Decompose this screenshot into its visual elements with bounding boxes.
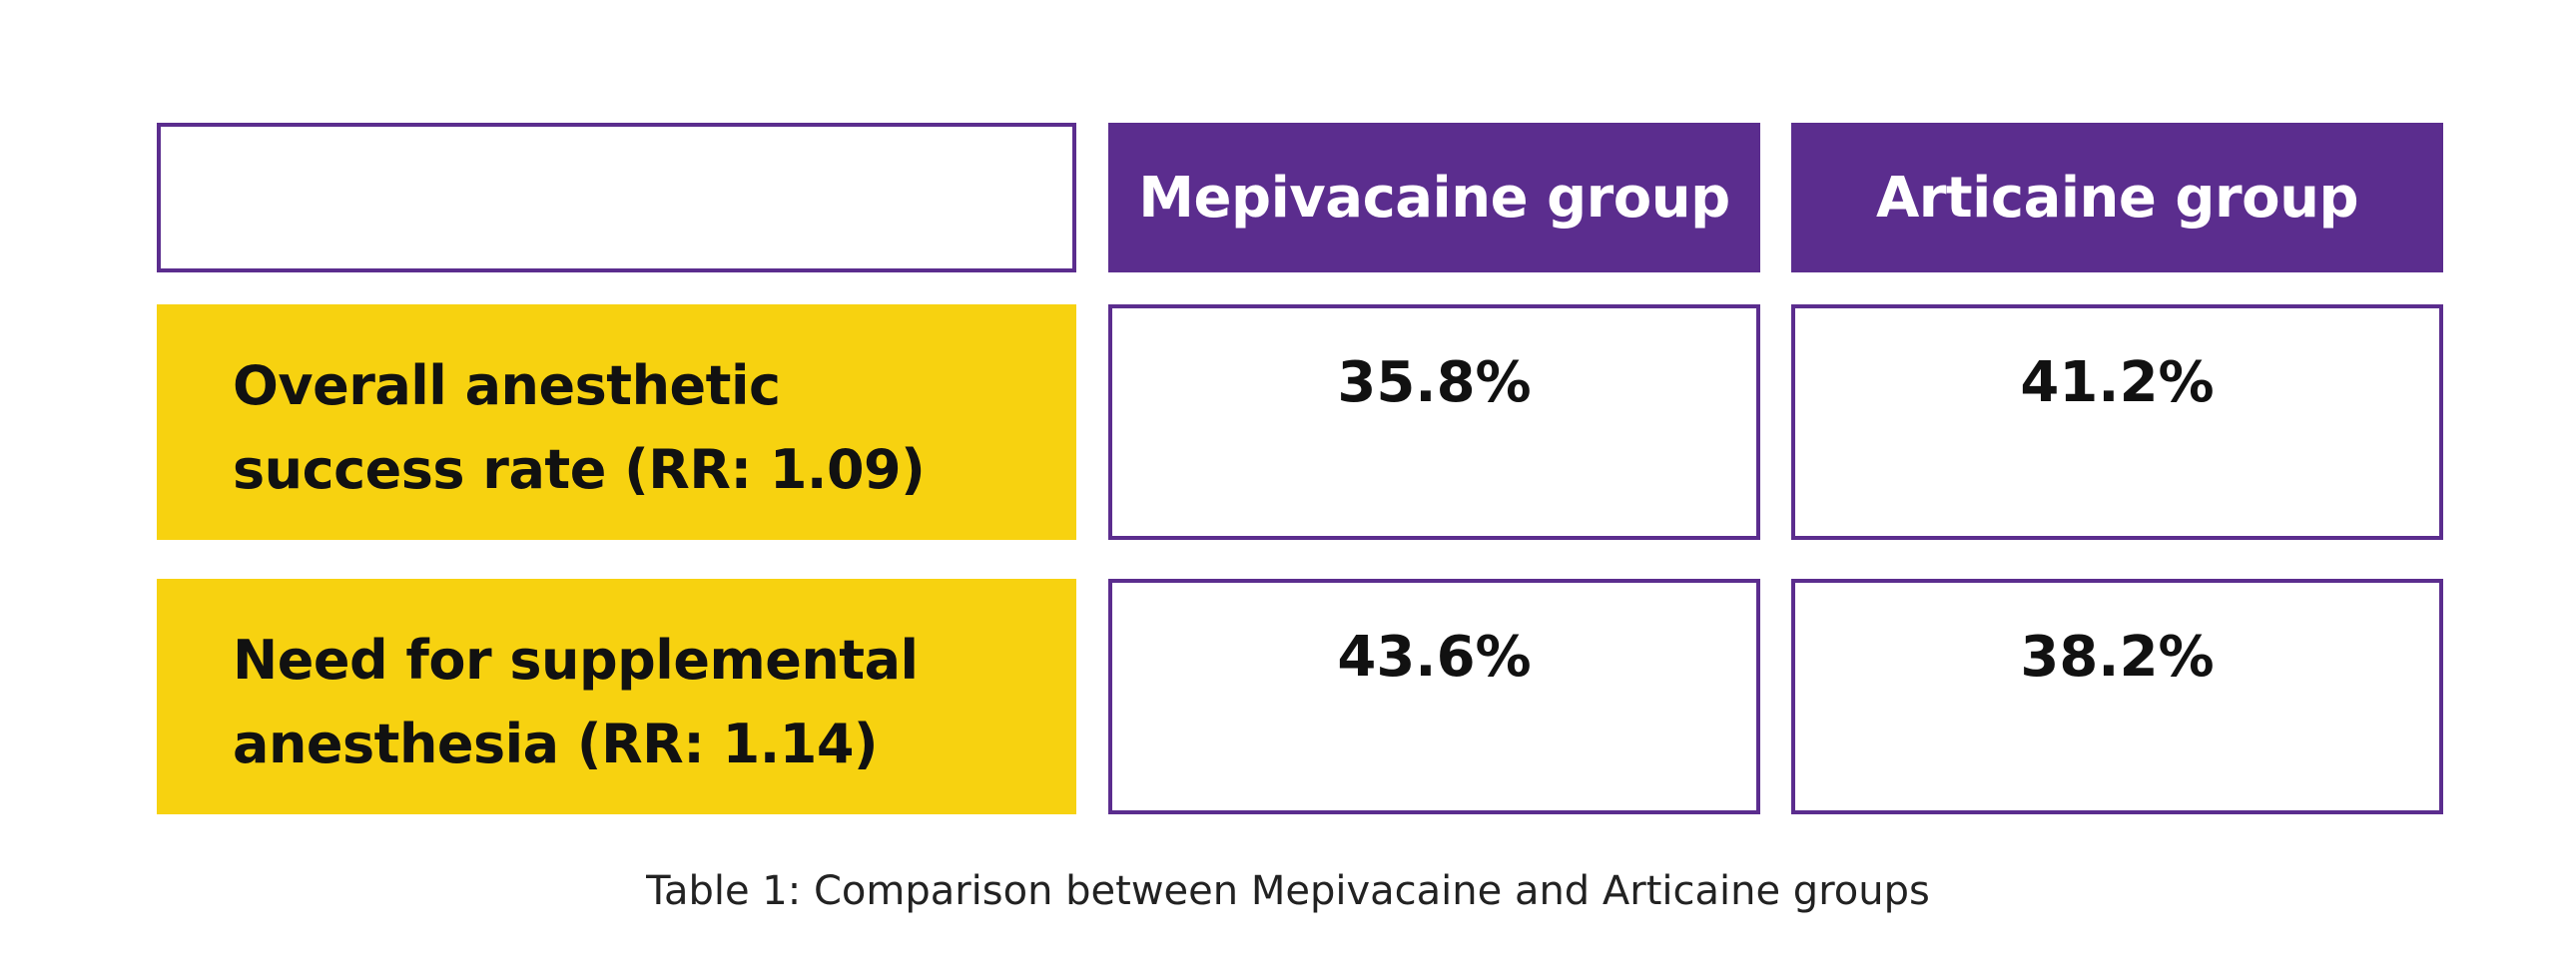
cell-value: 41.2%	[2020, 350, 2215, 415]
cell-value: 38.2%	[2020, 625, 2215, 690]
column-header-articaine: Articaine group	[1791, 123, 2443, 272]
row-label-line: Need for supplemental	[233, 629, 919, 692]
table-cell-articaine-supplemental: 38.2%	[1791, 579, 2443, 814]
table-cell-mepivacaine-success: 35.8%	[1108, 304, 1760, 540]
column-header-mepivacaine: Mepivacaine group	[1108, 123, 1760, 272]
table-cell-mepivacaine-supplemental: 43.6%	[1108, 579, 1760, 814]
row-label-success-rate: Overall anesthetic success rate (RR: 1.0…	[157, 304, 1076, 540]
row-label-supplemental-anesthesia: Need for supplemental anesthesia (RR: 1.…	[157, 579, 1076, 814]
table-caption: Table 1: Comparison between Mepivacaine …	[646, 868, 1930, 914]
cell-value: 43.6%	[1337, 625, 1532, 690]
table-cell-articaine-success: 41.2%	[1791, 304, 2443, 540]
table-corner-empty-cell	[157, 123, 1076, 272]
column-header-label: Articaine group	[1875, 165, 2359, 231]
column-header-label: Mepivacaine group	[1138, 165, 1730, 231]
row-label-line: Overall anesthetic	[233, 354, 781, 417]
cell-value: 35.8%	[1337, 350, 1532, 415]
row-label-line: anesthesia (RR: 1.14)	[233, 713, 879, 775]
row-label-line: success rate (RR: 1.09)	[233, 438, 926, 501]
